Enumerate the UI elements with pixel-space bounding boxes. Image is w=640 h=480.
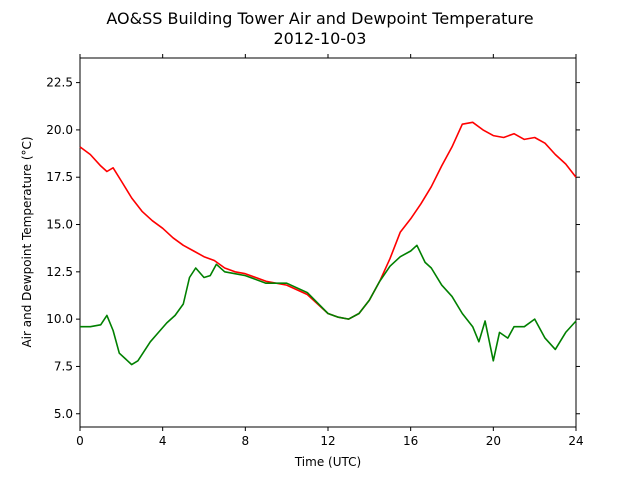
y-tick-label: 12.5	[46, 265, 73, 279]
y-tick-label: 7.5	[54, 359, 73, 373]
chart-subtitle: 2012-10-03	[274, 29, 367, 48]
y-tick-label: 10.0	[46, 312, 73, 326]
x-tick-label: 24	[568, 434, 583, 448]
x-tick-label: 0	[76, 434, 84, 448]
x-tick-label: 12	[320, 434, 335, 448]
ticks-layer: 0 4 8 12 16 20 24 5.0 7.5 10.0 12.5 15.0 17.5 20.0 22.…	[46, 54, 584, 448]
y-tick-label: 22.5	[46, 76, 73, 90]
y-tick-label: 5.0	[54, 407, 73, 421]
series-line-2	[80, 244, 577, 366]
y-tick-label: 15.0	[46, 218, 73, 232]
plot-frame	[79, 57, 577, 428]
x-tick-label: 4	[159, 434, 167, 448]
chart-title: AO&SS Building Tower Air and Dewpoint Te…	[106, 9, 533, 28]
y-tick-label: 20.0	[46, 123, 73, 137]
y-axis-label: Air and Dewpoint Temperature (°C)	[20, 136, 34, 347]
series-line-1	[79, 121, 577, 320]
y-tick-label: 17.5	[46, 170, 73, 184]
series-layer	[79, 121, 577, 366]
x-tick-label: 16	[403, 434, 418, 448]
x-axis-label: Time (UTC)	[294, 455, 361, 469]
plot-area: 0 4 8 12 16 20 24 5.0 7.5 10.0 12.5 15.0 17.5 20.0 22.…	[46, 54, 584, 448]
x-tick-label: 20	[486, 434, 501, 448]
x-tick-label: 8	[242, 434, 250, 448]
